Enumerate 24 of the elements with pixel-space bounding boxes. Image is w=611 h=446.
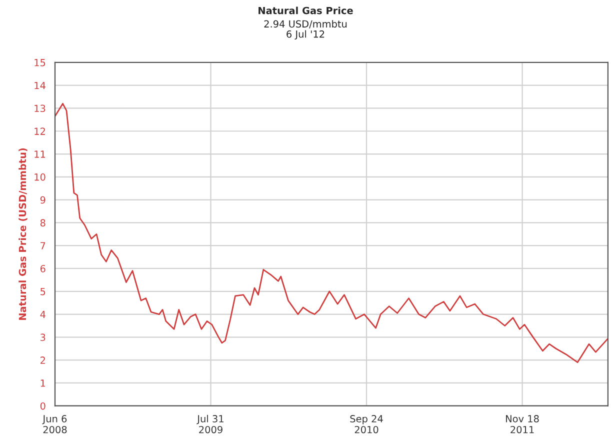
y-tick-label: 12 bbox=[34, 128, 45, 135]
y-tick-label: 10 bbox=[34, 173, 46, 181]
y-tick-label: 5 bbox=[40, 288, 46, 296]
x-tick-label: Jun 6 2008 bbox=[42, 415, 67, 434]
y-tick-label: 3 bbox=[40, 334, 46, 342]
chart-title: Natural Gas Price bbox=[258, 6, 353, 14]
x-tick-label: Jul 31 2009 bbox=[196, 414, 224, 434]
y-tick-label: 13 bbox=[34, 104, 46, 112]
chart-subtitle: 2.94 USD/mmbtu 6 Jul '12 bbox=[264, 20, 347, 40]
y-tick-label: 9 bbox=[40, 196, 46, 204]
y-tick-label: 2 bbox=[40, 356, 45, 364]
y-tick-label: 14 bbox=[34, 82, 46, 90]
y-axis-title: Natural Gas Price (USD/mmbtu) bbox=[18, 148, 28, 320]
y-tick-label: 0 bbox=[40, 402, 46, 410]
x-tick-label: Sep 24 2010 bbox=[350, 415, 383, 434]
x-tick-label: Nov 18 2011 bbox=[506, 415, 539, 434]
y-tick-label: 15 bbox=[34, 59, 46, 66]
y-tick-label: 1 bbox=[40, 380, 46, 387]
y-tick-label: 7 bbox=[40, 242, 46, 250]
y-tick-label: 8 bbox=[40, 219, 46, 227]
line-series bbox=[54, 102, 608, 364]
y-tick-label: 11 bbox=[34, 150, 46, 158]
y-tick-label: 6 bbox=[40, 264, 46, 272]
y-tick-label: 4 bbox=[40, 310, 46, 318]
